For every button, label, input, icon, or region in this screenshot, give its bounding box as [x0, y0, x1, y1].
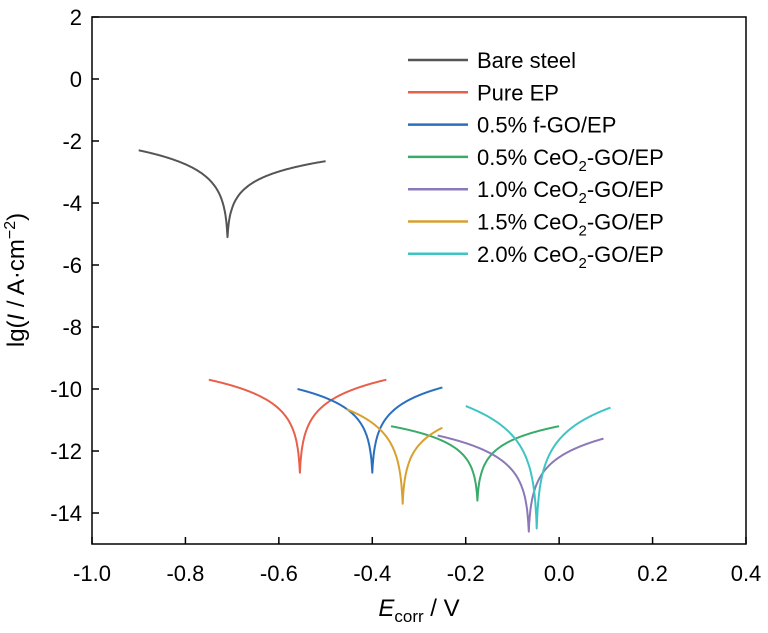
- y-tick-label: -12: [50, 439, 82, 464]
- plot-frame: [91, 16, 747, 545]
- axis-ticks: -1.0 -0.8 -0.6 -0.4 -0.2 0.0 0.2 0.4 2 0 -2 -4 -6 -8 -…: [50, 5, 761, 586]
- x-tick-label: -0.8: [166, 561, 204, 586]
- legend-entry: 2.0% CeO2-GO/EP: [477, 242, 664, 272]
- x-tick-label: -0.2: [447, 561, 485, 586]
- y-tick-label: 2: [70, 5, 82, 30]
- y-tick-label: -14: [50, 501, 82, 526]
- x-axis-label: Ecorr / V: [378, 595, 459, 626]
- y-axis-label: lg(I / A·cm−2): [2, 213, 30, 347]
- legend-entry: Pure EP: [477, 80, 559, 105]
- y-tick-label: -2: [62, 129, 82, 154]
- series-line: [297, 386, 443, 474]
- series-line: [208, 378, 387, 474]
- legend-entry: 0.5% CeO2-GO/EP: [477, 145, 664, 175]
- series-line: [465, 405, 612, 530]
- series-line: [390, 425, 560, 502]
- x-tick-label: 0.4: [731, 561, 762, 586]
- x-tick-label: 0.0: [544, 561, 575, 586]
- series-line: [138, 149, 326, 239]
- legend: Bare steel Pure EP 0.5% f-GO/EP 0.5% CeO2-G…: [408, 48, 664, 272]
- x-tick-label: -0.6: [260, 561, 298, 586]
- y-tick-label: -4: [62, 191, 82, 216]
- legend-entry: 0.5% f-GO/EP: [477, 113, 616, 138]
- legend-entry: 1.0% CeO2-GO/EP: [477, 177, 664, 207]
- series-line: [345, 408, 444, 505]
- y-tick-label: -6: [62, 253, 82, 278]
- series-curves: [138, 149, 612, 533]
- legend-entry: 1.5% CeO2-GO/EP: [477, 210, 664, 240]
- y-tick-label: -10: [50, 377, 82, 402]
- x-tick-label: -0.4: [353, 561, 391, 586]
- legend-entry: Bare steel: [477, 48, 576, 73]
- y-tick-label: -8: [62, 315, 82, 340]
- series-line: [437, 434, 605, 533]
- x-tick-label: 0.2: [637, 561, 668, 586]
- y-tick-label: 0: [70, 67, 82, 92]
- x-tick-label: -1.0: [73, 561, 111, 586]
